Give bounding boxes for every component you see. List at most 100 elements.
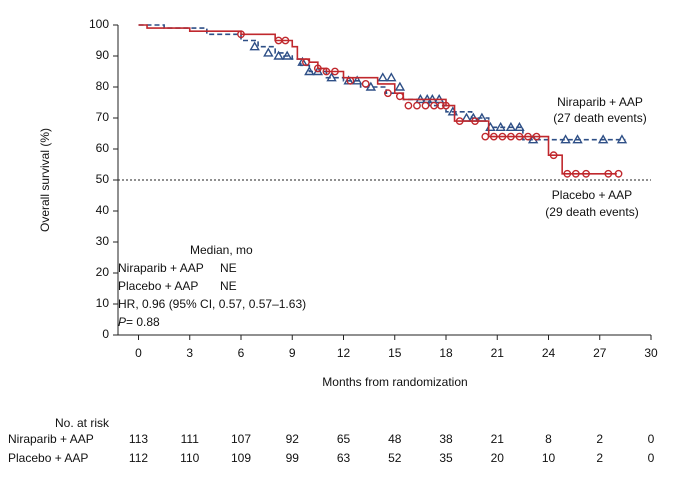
- censor-mark: [302, 58, 310, 67]
- x-tick-label: 9: [289, 346, 296, 360]
- censor-mark: [394, 81, 406, 91]
- y-tick-label: 60: [96, 141, 110, 155]
- x-tick-label: 24: [542, 346, 556, 360]
- censor-mark: [384, 89, 392, 98]
- risk-count: 0: [648, 451, 655, 465]
- y-axis-label: Overall survival (%): [38, 128, 52, 232]
- censor-mark: [281, 50, 293, 60]
- stats-name: Placebo + AAP: [118, 279, 198, 293]
- risk-count: 109: [231, 451, 251, 465]
- censor-mark: [386, 72, 397, 82]
- stats-hr: HR, 0.96 (95% CI, 0.57, 0.57–1.63): [118, 297, 306, 311]
- risk-count: 2: [596, 451, 603, 465]
- x-tick-label: 0: [135, 346, 142, 360]
- censor-mark: [524, 132, 532, 141]
- censor-mark: [413, 101, 421, 110]
- censor-mark: [237, 30, 245, 39]
- x-tick-label: 6: [238, 346, 245, 360]
- risk-count: 92: [286, 432, 300, 446]
- censor-mark: [505, 121, 517, 131]
- censor-mark: [297, 56, 308, 66]
- censor-mark: [582, 169, 590, 178]
- censor-mark: [572, 134, 583, 144]
- censor-mark: [514, 121, 525, 131]
- censor-mark: [365, 81, 377, 91]
- y-tick-label: 20: [96, 265, 110, 279]
- y-tick-label: 10: [96, 296, 110, 310]
- x-axis-label: Months from randomization: [322, 375, 467, 389]
- stats-median: NE: [220, 279, 237, 293]
- y-tick-label: 70: [96, 110, 110, 124]
- y-tick-label: 40: [96, 203, 110, 217]
- censor-mark: [313, 64, 322, 73]
- censor-mark: [263, 47, 274, 57]
- risk-title: No. at risk: [55, 416, 110, 430]
- stats-name: Niraparib + AAP: [118, 261, 204, 275]
- events-label: (27 death events): [553, 111, 646, 125]
- y-tick-label: 90: [96, 48, 110, 62]
- y-tick-label: 50: [96, 172, 110, 186]
- risk-count: 8: [545, 432, 552, 446]
- risk-count: 110: [180, 451, 199, 465]
- risk-count: 38: [439, 432, 453, 446]
- risk-count: 0: [648, 432, 655, 446]
- risk-count: 63: [337, 451, 351, 465]
- censor-mark: [560, 134, 571, 144]
- censor-mark: [532, 132, 541, 141]
- censor-mark: [395, 92, 404, 101]
- censor-mark: [442, 101, 450, 110]
- risk-count: 48: [388, 432, 402, 446]
- censor-mark: [322, 67, 331, 76]
- x-tick-label: 15: [388, 346, 402, 360]
- censor-mark: [377, 72, 388, 82]
- risk-count: 113: [129, 432, 148, 446]
- risk-count: 52: [388, 451, 402, 465]
- censor-mark: [498, 132, 507, 141]
- censor-mark: [346, 76, 355, 85]
- risk-count: 65: [337, 432, 351, 446]
- y-tick-label: 80: [96, 79, 110, 93]
- risk-count: 21: [491, 432, 505, 446]
- risk-count: 2: [596, 432, 603, 446]
- censor-mark: [614, 169, 623, 178]
- risk-count: 35: [439, 451, 453, 465]
- censor-mark: [331, 67, 339, 76]
- risk-count: 107: [231, 432, 251, 446]
- risk-count: 10: [542, 451, 556, 465]
- censor-mark: [455, 117, 464, 126]
- p-symbol: P: [118, 315, 126, 329]
- series-label: Niraparib + AAP: [557, 95, 643, 109]
- p-value: = 0.88: [126, 315, 160, 329]
- censor-mark: [361, 80, 370, 88]
- stats-header: Median, mo: [190, 243, 253, 257]
- censor-mark: [495, 121, 506, 131]
- x-tick-label: 21: [491, 346, 505, 360]
- censor-mark: [249, 41, 260, 51]
- censor-mark: [604, 169, 613, 178]
- censor-mark: [436, 101, 445, 110]
- risk-count: 99: [286, 451, 300, 465]
- x-tick-label: 12: [337, 346, 351, 360]
- censor-mark: [616, 134, 628, 144]
- censor-mark: [326, 72, 337, 82]
- censor-mark: [421, 101, 430, 110]
- risk-row-name: Placebo + AAP: [8, 451, 88, 465]
- censor-mark: [404, 101, 413, 110]
- y-tick-label: 100: [89, 17, 109, 31]
- x-tick-label: 30: [644, 346, 658, 360]
- censor-mark: [597, 134, 609, 144]
- y-tick-label: 0: [102, 327, 109, 341]
- stats-median: NE: [220, 261, 237, 275]
- censor-mark: [304, 66, 315, 76]
- x-tick-label: 3: [186, 346, 193, 360]
- censor-mark: [481, 132, 490, 141]
- censor-mark: [281, 36, 290, 45]
- censor-mark: [515, 132, 524, 141]
- x-tick-label: 18: [439, 346, 453, 360]
- censor-mark: [273, 50, 284, 60]
- survival-curve: [138, 24, 617, 175]
- censor-mark: [549, 151, 558, 160]
- risk-row-name: Niraparib + AAP: [8, 432, 94, 446]
- censor-mark: [563, 169, 572, 178]
